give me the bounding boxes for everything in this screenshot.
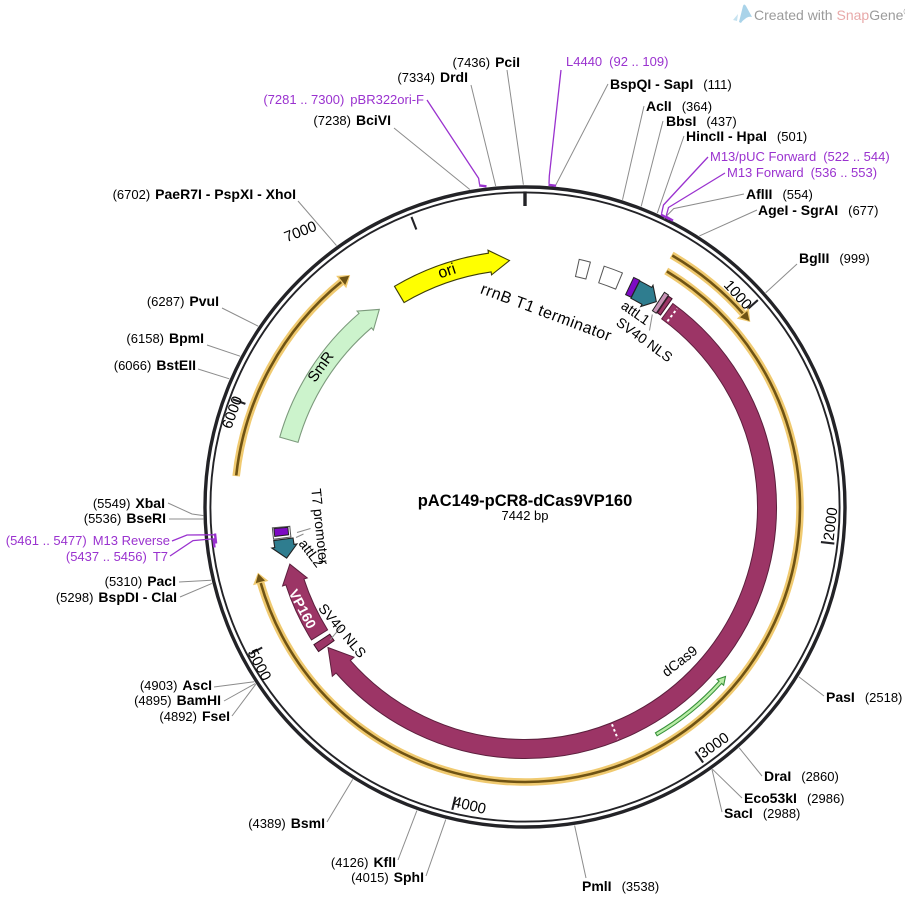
svg-text:Created with SnapGene®: Created with SnapGene® — [754, 7, 905, 23]
svg-text:AflII(554): AflII (554) — [746, 186, 813, 202]
svg-text:PasI(2518): PasI (2518) — [826, 689, 902, 705]
svg-text:7442 bp: 7442 bp — [502, 508, 549, 523]
svg-text:BbsI(437): BbsI (437) — [666, 113, 737, 129]
svg-text:SacI(2988): SacI (2988) — [724, 805, 800, 821]
svg-text:(6066)BstEII: (6066) BstEII — [114, 357, 196, 373]
svg-text:AclI(364): AclI (364) — [646, 98, 712, 114]
svg-text:pAC149-pCR8-dCas9VP160: pAC149-pCR8-dCas9VP160 — [418, 492, 633, 510]
svg-text:PmlI(3538): PmlI (3538) — [582, 878, 659, 894]
svg-text:ori: ori — [436, 261, 458, 283]
svg-text:(4015)SphI: (4015) SphI — [351, 869, 424, 885]
svg-text:(7334)DrdI: (7334) DrdI — [397, 69, 468, 85]
svg-text:T7 promoter: T7 promoter — [308, 488, 332, 566]
svg-text:(6158)BpmI: (6158) BpmI — [126, 330, 204, 346]
svg-text:(5549)XbaI: (5549) XbaI — [93, 495, 165, 511]
svg-text:(4389)BsmI: (4389) BsmI — [248, 815, 325, 831]
svg-text:(4892)FseI: (4892) FseI — [159, 708, 230, 724]
svg-text:(5298)BspDI - ClaI: (5298) BspDI - ClaI — [56, 589, 177, 605]
svg-text:Eco53kI(2986): Eco53kI (2986) — [744, 790, 845, 806]
svg-text:M13 Forward(536 .. 553): M13 Forward (536 .. 553) — [727, 165, 877, 180]
svg-text:L4440(92 .. 109): L4440 (92 .. 109) — [566, 54, 668, 69]
svg-text:(7436)PciI: (7436) PciI — [453, 54, 520, 70]
svg-text:BspQI - SapI(111): BspQI - SapI (111) — [610, 76, 732, 92]
svg-text:DraI(2860): DraI (2860) — [764, 768, 839, 784]
svg-text:(6287)PvuI: (6287) PvuI — [147, 293, 219, 309]
svg-text:BglII(999): BglII (999) — [799, 250, 870, 266]
svg-text:AgeI - SgrAI(677): AgeI - SgrAI (677) — [758, 202, 878, 218]
svg-text:(6702)PaeR7I - PspXI - XhoI: (6702) PaeR7I - PspXI - XhoI — [113, 186, 296, 202]
svg-text:(7238)BciVI: (7238) BciVI — [313, 112, 391, 128]
svg-text:(5536)BseRI: (5536) BseRI — [84, 510, 166, 526]
svg-text:M13/pUC Forward(522 .. 544): M13/pUC Forward (522 .. 544) — [710, 149, 890, 164]
svg-text:(4126)KflI: (4126) KflI — [331, 854, 396, 870]
svg-text:(5437 .. 5456)T7: (5437 .. 5456) T7 — [66, 549, 168, 564]
svg-text:2000: 2000 — [821, 506, 842, 541]
svg-text:(4903)AscI: (4903) AscI — [140, 677, 212, 693]
svg-text:(7281 .. 7300)pBR322ori-F: (7281 .. 7300) pBR322ori-F — [263, 92, 424, 107]
svg-text:HincII - HpaI(501): HincII - HpaI (501) — [686, 128, 807, 144]
svg-text:(4895)BamHI: (4895) BamHI — [134, 692, 221, 708]
svg-text:(5310)PacI: (5310) PacI — [105, 573, 176, 589]
